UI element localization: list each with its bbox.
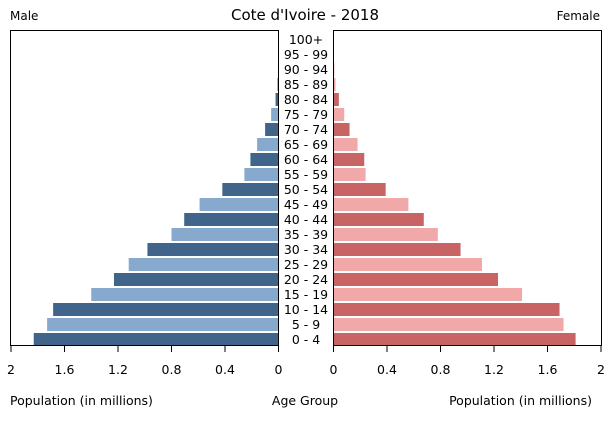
male-bar-40-44 [184,213,279,226]
male-bar-30-34 [147,243,279,256]
male-label: Male [10,9,38,23]
female-bar-25-29 [333,258,482,271]
age-group-label: 55 - 59 [284,167,328,182]
age-group-label: 100+ [289,32,323,47]
male-bar-65-69 [257,138,279,151]
age-group-label: 25 - 29 [284,257,328,272]
age-group-label: 90 - 94 [284,62,328,77]
male-x-tick-label: 1.2 [108,362,128,377]
age-group-label: 20 - 24 [284,272,328,287]
female-bar-70-74 [333,123,350,136]
age-group-label: 85 - 89 [284,77,328,92]
male-x-tick-label: 0 [275,362,283,377]
male-bar-0-4 [33,333,279,346]
male-x-tick-label: 1.6 [55,362,75,377]
female-bar-40-44 [333,213,424,226]
male-bar-10-14 [53,303,279,316]
x-axis-label-age-group: Age Group [272,393,338,408]
age-group-label: 5 - 9 [292,317,320,332]
age-group-label: 15 - 19 [284,287,328,302]
female-bar-60-64 [333,153,365,166]
male-x-tick-label: 2 [7,362,15,377]
age-group-label: 80 - 84 [284,92,328,107]
male-bar-45-49 [199,198,279,211]
x-axis-label-male: Population (in millions) [10,393,153,408]
age-group-label: 50 - 54 [284,182,328,197]
male-bar-85-89 [277,78,279,91]
male-bar-15-19 [91,288,279,301]
age-group-label: 30 - 34 [284,242,328,257]
male-x-tick-label: 0.4 [215,362,235,377]
female-x-tick-label: 0 [330,362,338,377]
female-x-tick-label: 1.2 [484,362,504,377]
male-bar-55-59 [244,168,279,181]
age-group-label: 35 - 39 [284,227,328,242]
male-bar-75-79 [271,108,279,121]
chart-title: Cote d'Ivoire - 2018 [231,6,379,24]
age-group-label: 60 - 64 [284,152,328,167]
male-plot-frame [10,30,279,346]
male-bar-5-9 [47,318,279,331]
female-bar-10-14 [333,303,560,316]
female-bar-55-59 [333,168,366,181]
female-bar-75-79 [333,108,345,121]
male-bar-50-54 [222,183,279,196]
female-x-tick-label: 0.8 [431,362,451,377]
female-bar-80-84 [333,93,339,106]
age-group-label: 0 - 4 [292,332,320,347]
male-bar-70-74 [265,123,279,136]
female-bar-0-4 [333,333,576,346]
age-group-label: 10 - 14 [284,302,328,317]
female-x-tick-label: 0.4 [377,362,397,377]
male-bar-35-39 [171,228,279,241]
x-axis-label-female: Population (in millions) [449,393,592,408]
female-bar-85-89 [333,78,336,91]
age-group-label: 75 - 79 [284,107,328,122]
age-group-label: 95 - 99 [284,47,328,62]
female-label: Female [557,9,600,23]
female-bar-50-54 [333,183,386,196]
age-group-label: 70 - 74 [284,122,328,137]
male-bar-20-24 [113,273,279,286]
female-bar-20-24 [333,273,499,286]
female-bar-30-34 [333,243,461,256]
female-x-tick-label: 1.6 [538,362,558,377]
female-x-tick-label: 2 [597,362,605,377]
female-bar-15-19 [333,288,523,301]
age-group-label: 65 - 69 [284,137,328,152]
female-bar-35-39 [333,228,438,241]
age-group-label: 45 - 49 [284,197,328,212]
male-x-tick-label: 0.8 [162,362,182,377]
male-bar-25-29 [128,258,279,271]
female-plot-frame [333,30,602,346]
female-bar-65-69 [333,138,358,151]
female-bar-45-49 [333,198,409,211]
age-group-label: 40 - 44 [284,212,328,227]
female-bar-5-9 [333,318,564,331]
male-bar-80-84 [275,93,279,106]
male-bar-60-64 [250,153,279,166]
